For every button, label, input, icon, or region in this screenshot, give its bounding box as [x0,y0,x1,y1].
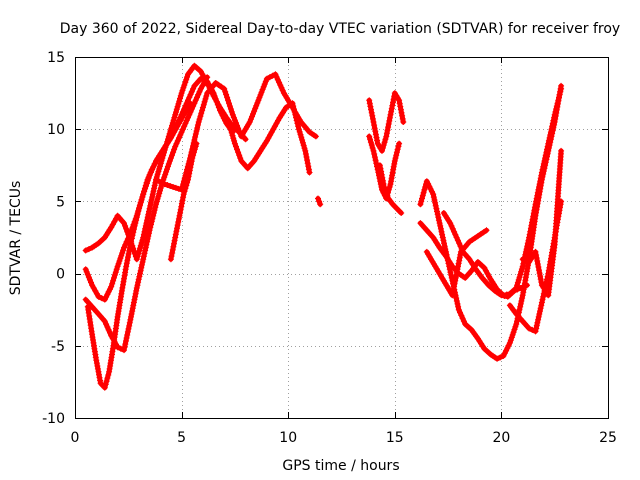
x-tick-label: 15 [386,430,404,446]
y-tick-label: 0 [56,267,65,283]
y-axis-label: SDTVAR / TECUs [8,181,24,296]
x-tick-label: 5 [177,430,186,446]
series-arc-6 [225,100,313,176]
series-arc-13 [417,85,565,299]
tick-labels: 0 5 10 15 20 25 -10 -5 0 5 10 15 [42,50,617,446]
x-axis-label: GPS time / hours [282,458,399,474]
series-arc-15 [440,210,530,300]
y-tick-label: -10 [42,411,65,427]
series-markers [417,85,565,299]
series-arc-9 [366,90,407,154]
series-markers [366,90,407,154]
x-tick-label: 10 [279,430,297,446]
x-tick-label: 25 [599,430,617,446]
series-arc-11 [376,162,405,216]
series-markers [519,147,565,299]
y-tick-label: 5 [56,194,65,210]
series-arc-7 [167,140,200,263]
y-tick-label: 15 [47,50,65,66]
series-markers [84,100,194,391]
x-tick-label: 20 [492,430,510,446]
series-arc-17 [519,147,565,299]
x-tick-label: 0 [71,430,80,446]
series-arc-4 [84,100,194,391]
data-series [82,62,565,391]
series-markers [376,162,405,216]
series-arc-8 [315,195,324,208]
series-markers [167,140,200,263]
plot-frame [75,57,609,419]
y-tick-label: -5 [51,339,65,355]
series-markers [225,100,313,176]
series-markers [440,210,530,300]
series-markers [315,195,324,208]
y-tick-label: 10 [47,122,65,138]
chart-title: Day 360 of 2022, Sidereal Day-to-day VTE… [60,21,620,37]
